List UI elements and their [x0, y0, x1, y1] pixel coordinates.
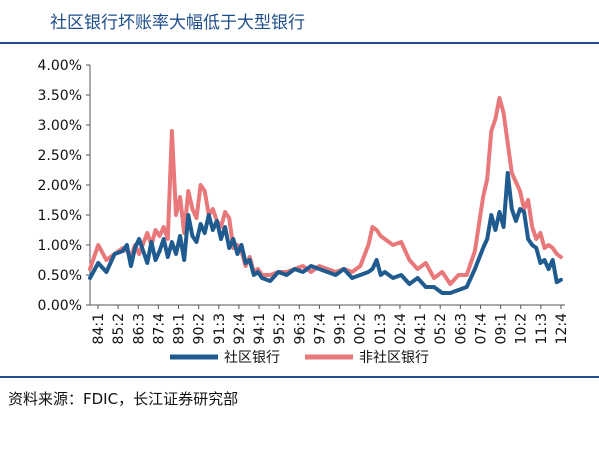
x-tick-label: 02:4: [393, 313, 409, 345]
source-rule: [0, 376, 599, 378]
series-line-1: [88, 96, 563, 286]
x-tick-label: 07:4: [473, 313, 489, 345]
x-tick-label: 97:4: [312, 313, 328, 345]
title-rule: [0, 42, 599, 44]
x-tick-label: 04:1: [413, 313, 429, 344]
x-tick-label: 89:1: [172, 313, 188, 344]
y-tick-label: 1.50%: [38, 208, 82, 224]
series-line-0: [88, 171, 563, 295]
x-tick-label: 10:2: [514, 313, 530, 344]
x-tick-label: 06:3: [453, 313, 469, 344]
x-tick-label: 86:3: [131, 313, 147, 344]
x-tick-label: 90:2: [192, 313, 208, 344]
x-tick-label: 87:4: [151, 313, 167, 345]
y-tick-label: 0.50%: [38, 268, 82, 284]
x-tick-label: 91:3: [212, 313, 228, 344]
chart-series: [88, 96, 563, 295]
chart-title: 社区银行坏账率大幅低于大型银行: [50, 13, 305, 33]
y-tick-label: 0.00%: [38, 298, 82, 314]
x-tick-label: 99:1: [333, 313, 349, 344]
y-tick-label: 4.00%: [38, 58, 82, 74]
legend-label-0: 社区银行: [224, 350, 280, 366]
y-tick-label: 3.00%: [38, 118, 82, 134]
x-tick-label: 94:1: [252, 313, 268, 344]
x-tick-label: 00:2: [353, 313, 369, 344]
source-note: 资料来源：FDIC，长江证券研究部: [8, 390, 239, 408]
y-tick-label: 1.00%: [38, 238, 82, 254]
line-chart: 0.00% 0.50% 1.00% 1.50% 2.00% 2.50% 3.00% 3.50%…: [38, 58, 570, 366]
x-tick-label: 09:1: [494, 313, 510, 344]
x-tick-label: 12:4: [554, 313, 570, 345]
x-tick-label: 11:3: [534, 313, 550, 344]
y-tick-label: 2.00%: [38, 178, 82, 194]
x-tick-label: 92:4: [232, 313, 248, 345]
legend-label-1: 非社区银行: [359, 350, 429, 366]
chart-legend: 社区银行 非社区银行: [170, 350, 429, 366]
x-tick-label: 84:1: [91, 313, 107, 344]
x-tick-label: 85:2: [111, 313, 127, 344]
chart-axes: 0.00% 0.50% 1.00% 1.50% 2.00% 2.50% 3.00% 3.50%…: [38, 58, 570, 344]
x-tick-label: 01:3: [373, 313, 389, 344]
x-tick-label: 96:3: [292, 313, 308, 344]
x-tick-label: 95:2: [272, 313, 288, 344]
y-tick-label: 3.50%: [38, 88, 82, 104]
x-tick-label: 05:2: [433, 313, 449, 344]
y-tick-label: 2.50%: [38, 148, 82, 164]
